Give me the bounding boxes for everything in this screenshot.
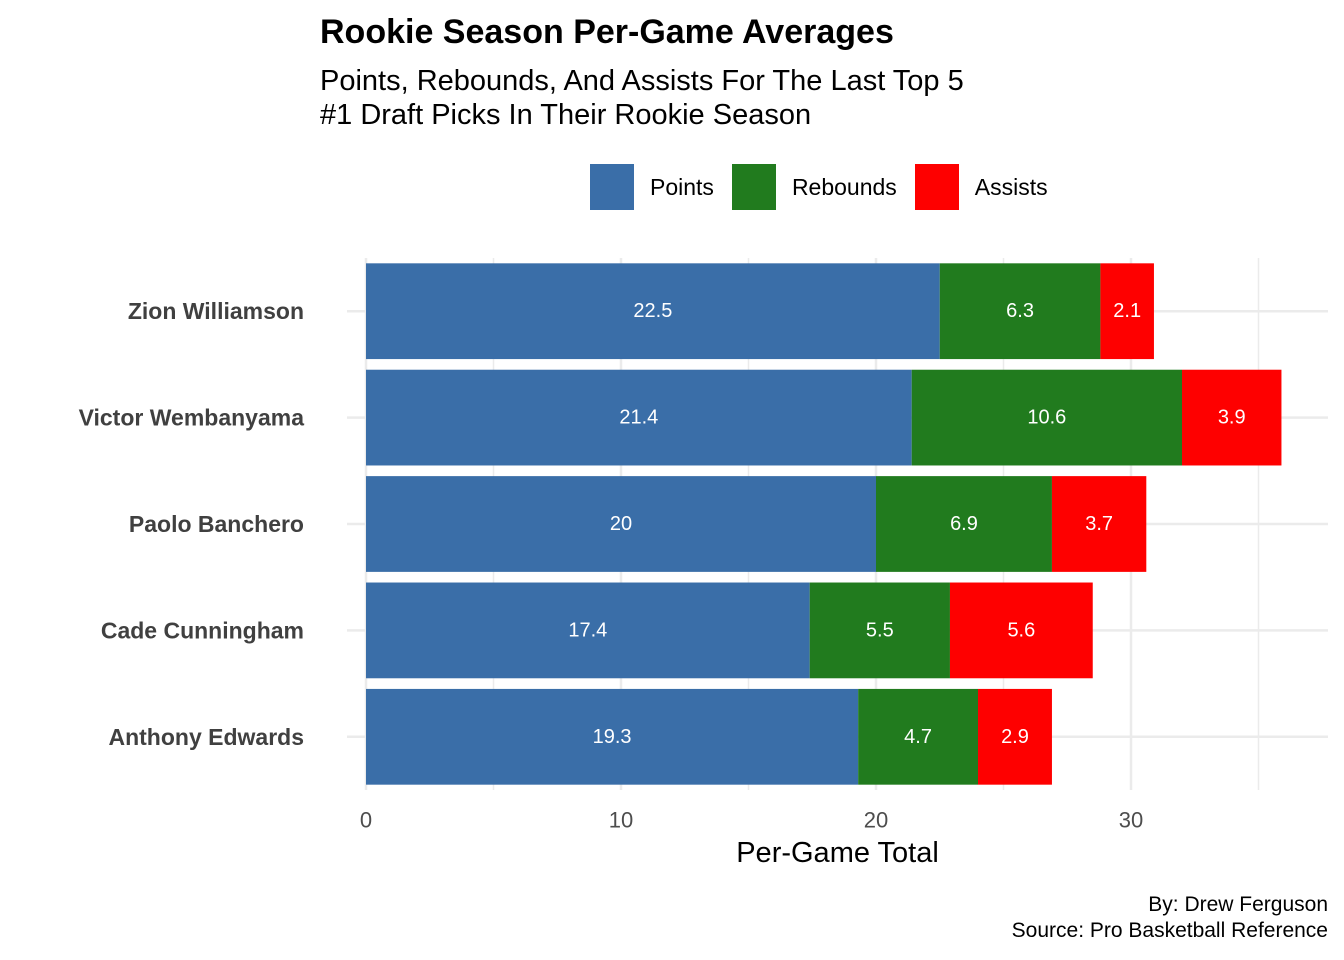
- data-label-assists-cade-cunningham: 5.6: [1007, 619, 1035, 641]
- chart-title: Rookie Season Per-Game Averages: [320, 13, 894, 51]
- data-label-points-victor-wembanyama: 21.4: [619, 407, 658, 429]
- x-tick-label: 20: [864, 808, 888, 833]
- chart-subtitle: Points, Rebounds, And Assists For The La…: [320, 64, 964, 132]
- data-label-assists-paolo-banchero: 3.7: [1085, 513, 1113, 535]
- bar-points-paolo-banchero: [366, 476, 876, 572]
- bar-rebounds-victor-wembanyama: [911, 369, 1182, 466]
- data-label-rebounds-victor-wembanyama: 10.6: [1027, 407, 1066, 429]
- data-label-rebounds-cade-cunningham: 5.5: [866, 619, 894, 641]
- bar-assists-paolo-banchero: [1051, 476, 1147, 572]
- subtitle-line-2: #1 Draft Picks In Their Rookie Season: [320, 99, 812, 131]
- legend-item-rebounds: Rebounds: [731, 164, 897, 210]
- chart-legend: Points Rebounds Assists: [590, 164, 1066, 210]
- bars: 22.5 6.3 2.1 21.4 10.6 3.9 20 6.9 3.7 17.4 5.5 5.6 1…: [366, 263, 1282, 785]
- legend-item-assists: Assists: [914, 164, 1048, 210]
- bar-assists-zion-williamson: [1100, 263, 1154, 360]
- y-tick-label-paolo-banchero: Paolo Banchero: [129, 511, 304, 537]
- legend-key-points: [590, 164, 634, 210]
- legend-key-assists: [914, 164, 959, 210]
- data-label-assists-zion-williamson: 2.1: [1113, 300, 1141, 322]
- legend-label-points: Points: [650, 173, 714, 200]
- data-label-assists-victor-wembanyama: 3.9: [1218, 407, 1246, 429]
- bar-points-victor-wembanyama: [366, 369, 912, 466]
- subtitle-line-1: Points, Rebounds, And Assists For The La…: [320, 65, 964, 97]
- x-tick-label: 0: [360, 808, 372, 833]
- bar-rebounds-paolo-banchero: [876, 476, 1052, 572]
- data-label-points-anthony-edwards: 19.3: [593, 726, 632, 748]
- bar-rebounds-anthony-edwards: [858, 688, 978, 785]
- data-label-points-paolo-banchero: 20: [610, 513, 632, 535]
- bar-points-cade-cunningham: [366, 582, 810, 679]
- data-label-rebounds-zion-williamson: 6.3: [1006, 300, 1034, 322]
- bar-rebounds-cade-cunningham: [809, 582, 950, 679]
- y-tick-label-cade-cunningham: Cade Cunningham: [101, 617, 304, 643]
- bar-points-anthony-edwards: [366, 688, 859, 785]
- chart-caption: By: Drew Ferguson Source: Pro Basketball…: [1012, 892, 1328, 944]
- x-tick-label: 10: [609, 808, 633, 833]
- data-label-points-zion-williamson: 22.5: [633, 300, 672, 322]
- legend-key-rebounds: [731, 164, 776, 210]
- legend-label-assists: Assists: [974, 173, 1048, 200]
- bar-assists-cade-cunningham: [949, 582, 1093, 679]
- bar-assists-victor-wembanyama: [1182, 369, 1282, 466]
- x-tick-label: 30: [1119, 808, 1143, 833]
- data-label-rebounds-anthony-edwards: 4.7: [904, 726, 932, 748]
- x-axis-title: Per-Game Total: [736, 837, 939, 869]
- legend-item-points: Points: [590, 164, 714, 210]
- y-tick-label-victor-wembanyama: Victor Wembanyama: [79, 405, 305, 431]
- caption-source: Source: Pro Basketball Reference: [1011, 919, 1328, 942]
- data-label-rebounds-paolo-banchero: 6.9: [950, 513, 978, 535]
- bar-rebounds-zion-williamson: [939, 263, 1101, 360]
- data-label-assists-anthony-edwards: 2.9: [1001, 726, 1029, 748]
- legend-label-rebounds: Rebounds: [791, 173, 897, 200]
- y-tick-label-anthony-edwards: Anthony Edwards: [108, 724, 304, 750]
- bar-assists-anthony-edwards: [978, 688, 1052, 785]
- data-label-points-cade-cunningham: 17.4: [568, 619, 607, 641]
- bar-points-zion-williamson: [366, 263, 940, 360]
- caption-author: By: Drew Ferguson: [1148, 893, 1328, 916]
- y-tick-label-zion-williamson: Zion Williamson: [128, 298, 304, 324]
